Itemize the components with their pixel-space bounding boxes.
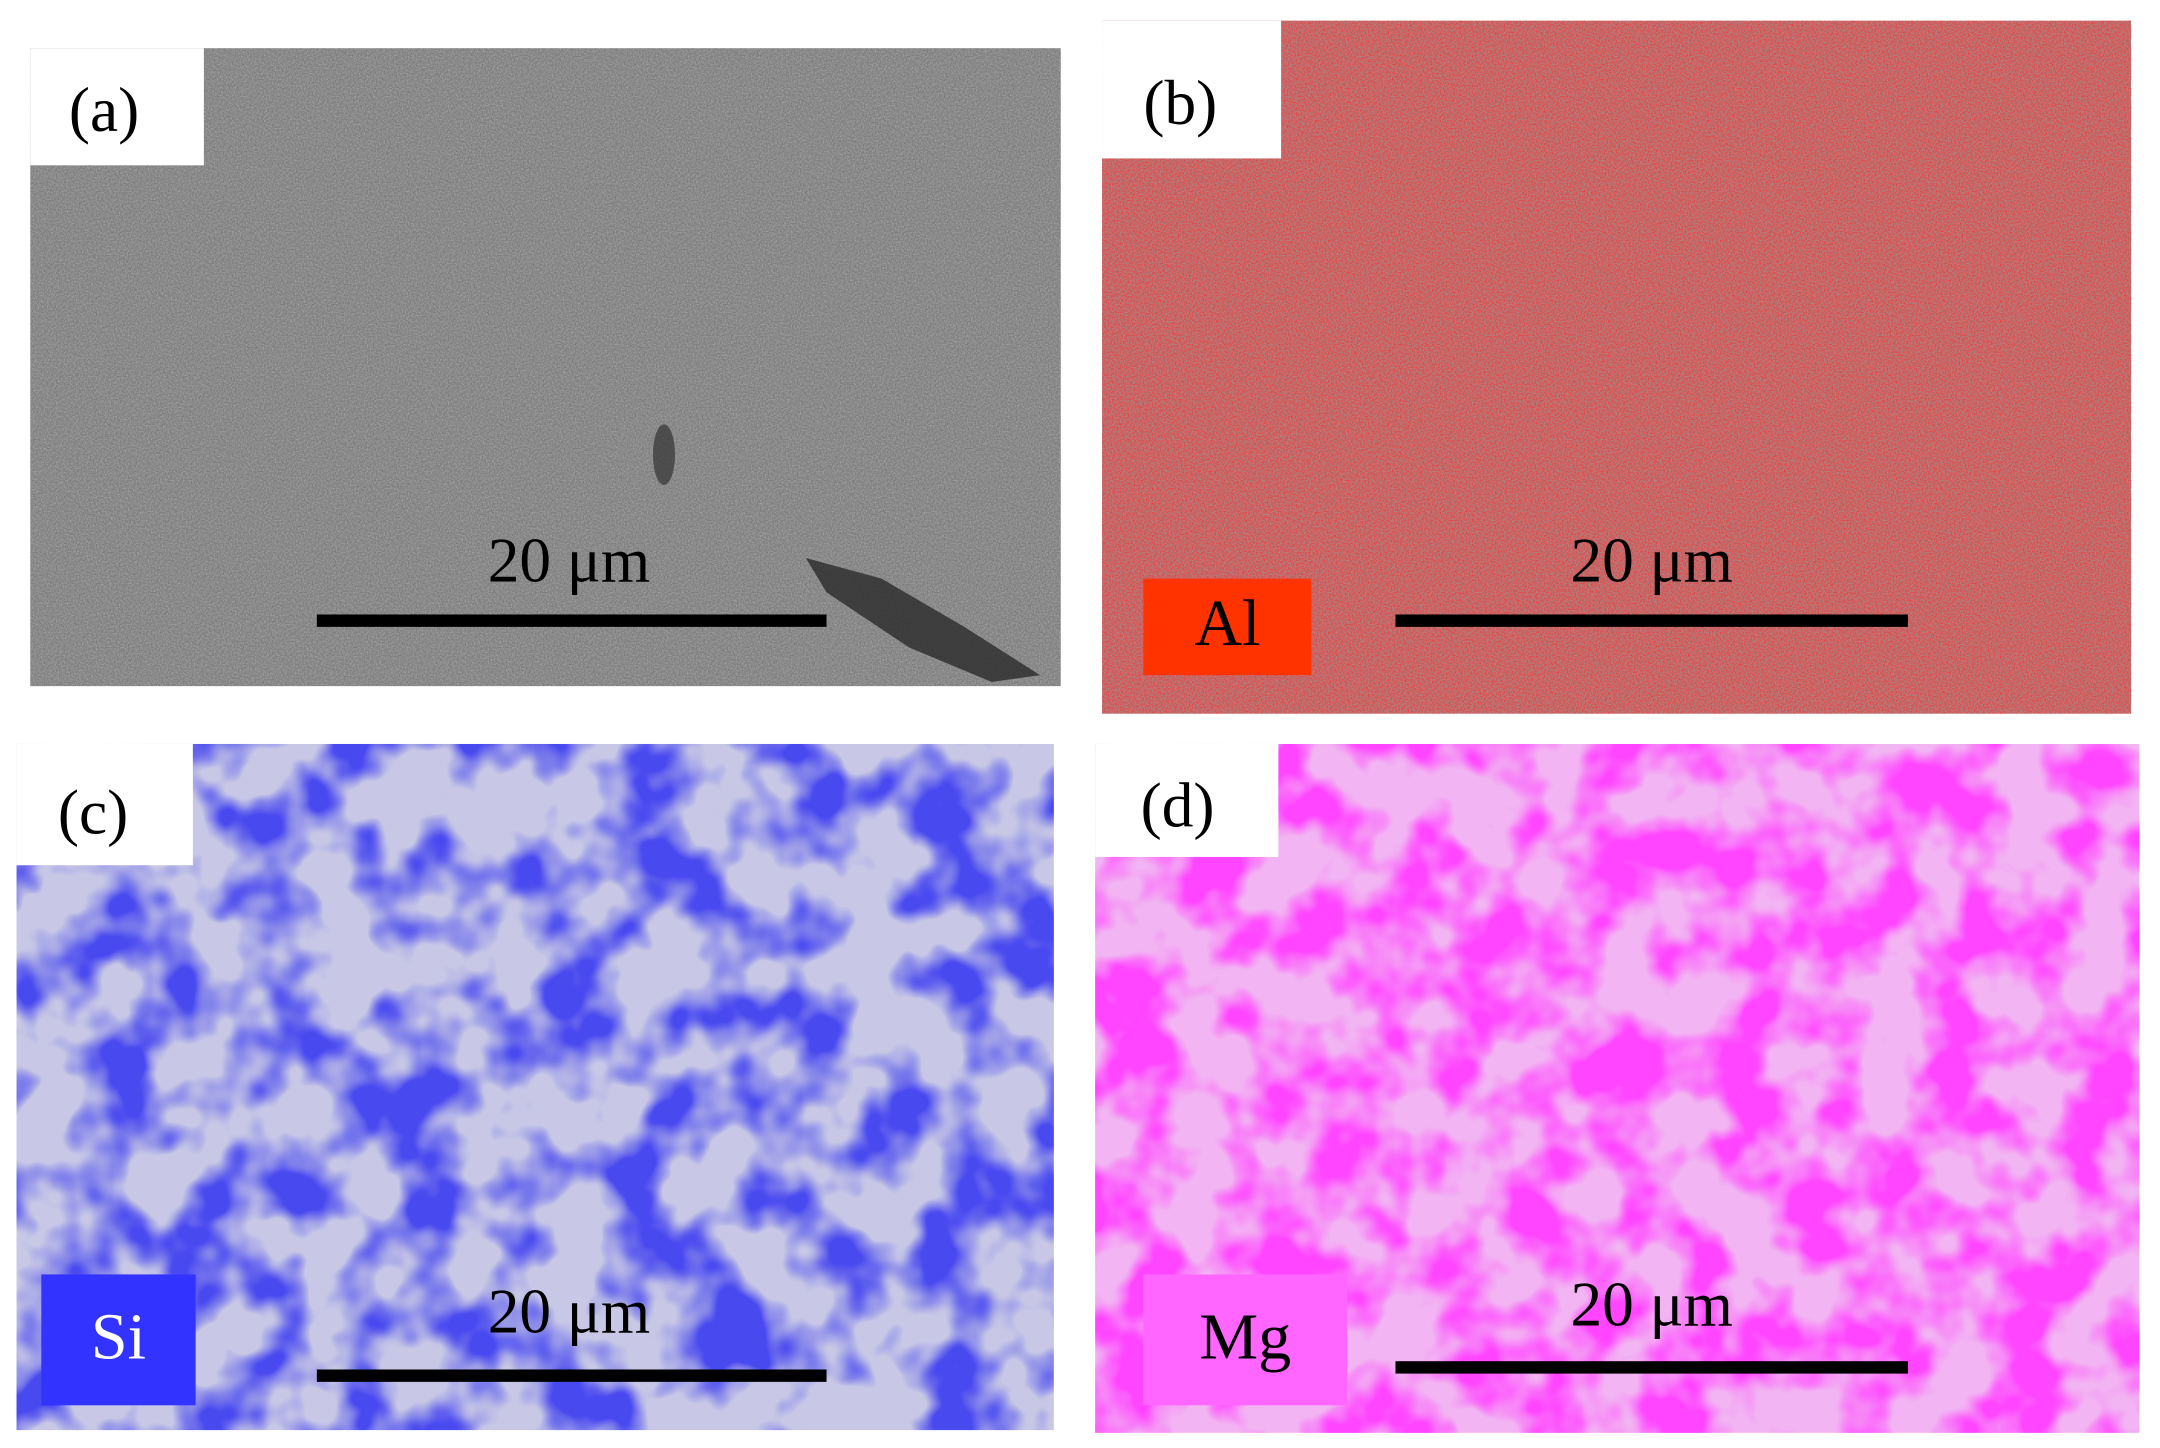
pore (652, 424, 675, 485)
panel-label: (d) (1141, 771, 1215, 841)
element-box (1143, 578, 1312, 676)
panel-c: (c) Si 20 μm (16, 743, 1054, 1431)
panel-b: (b) Al 20 μm (1102, 20, 2132, 714)
label-box (30, 48, 204, 166)
label-box (1095, 743, 1279, 857)
scale-bar-label: 20 μm (1570, 525, 1732, 595)
element-label: Si (91, 1300, 146, 1373)
element-box (41, 1274, 196, 1406)
crack (805, 557, 1041, 682)
scale-bar (1395, 1361, 1908, 1374)
scale-bar-label: 20 μm (488, 525, 650, 595)
scale-bar-label: 20 μm (1570, 1269, 1732, 1339)
scale-bar-label: 20 μm (488, 1276, 650, 1346)
element-label: Al (1194, 587, 1260, 660)
panel-label: (b) (1143, 68, 1217, 138)
label-box (1102, 20, 1282, 159)
panel-label: (c) (58, 778, 128, 848)
label-box (16, 743, 193, 866)
scale-bar (316, 614, 827, 627)
element-box (1143, 1274, 1348, 1406)
element-label: Mg (1199, 1300, 1291, 1373)
panel-label: (a) (69, 75, 139, 145)
scale-bar (1395, 614, 1908, 627)
panel-a: (a) 20 μm (30, 48, 1061, 687)
scale-bar (316, 1369, 827, 1382)
panel-d: (d) Mg 20 μm (1095, 743, 2140, 1433)
